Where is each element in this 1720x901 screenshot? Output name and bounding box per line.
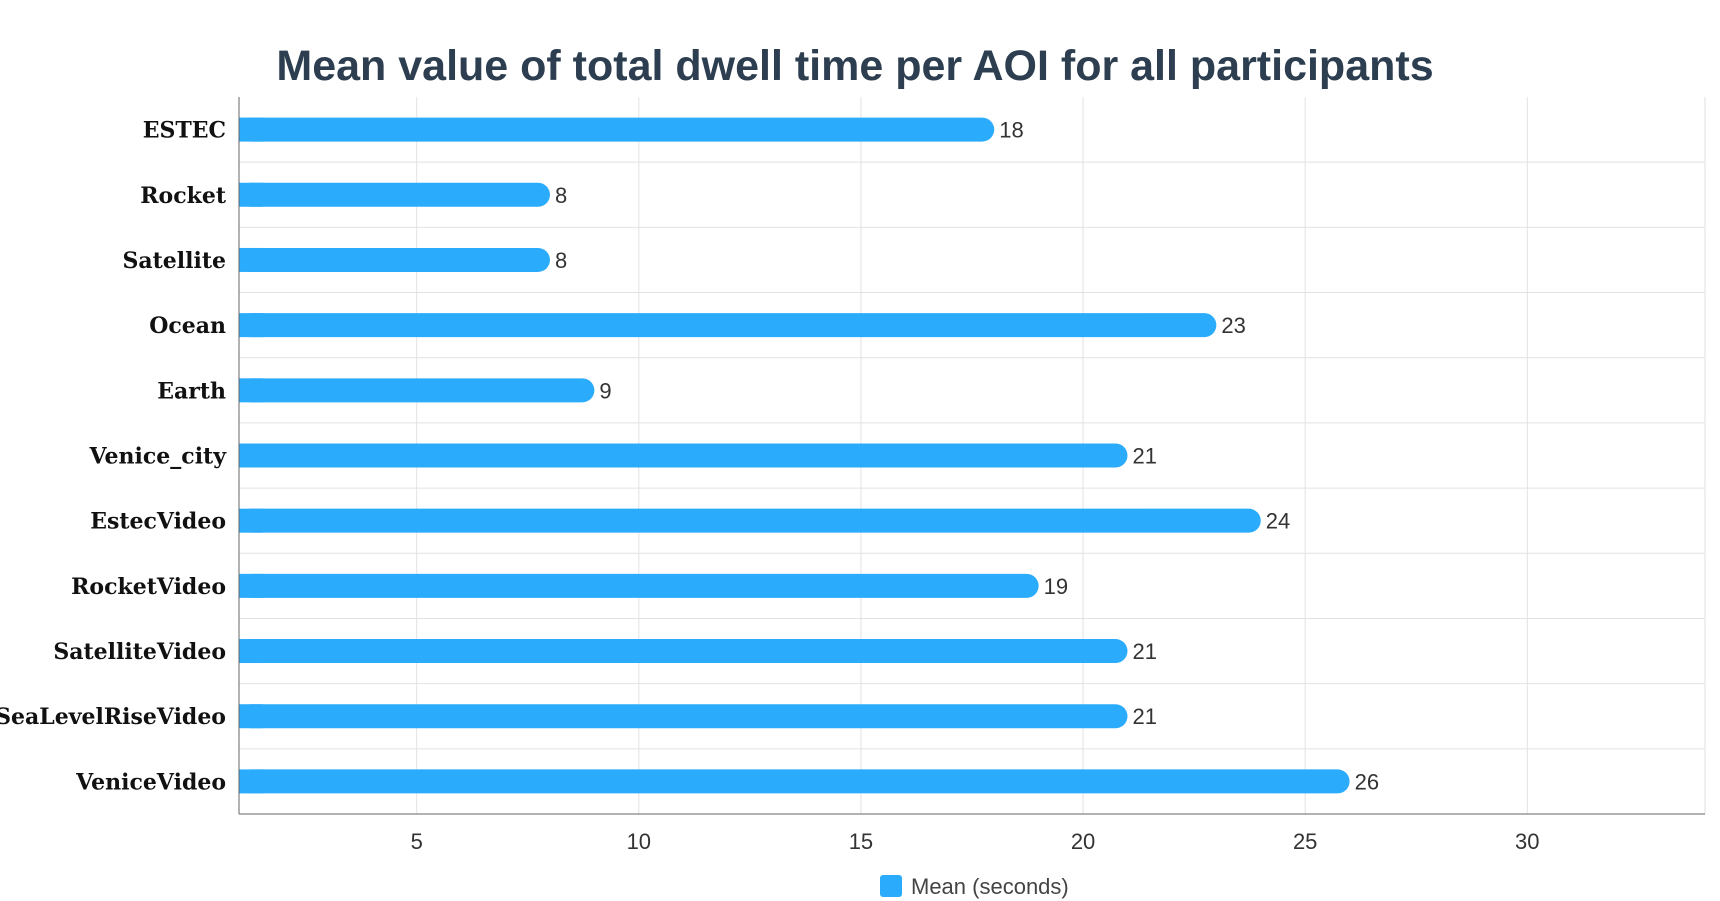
bar[interactable]	[239, 443, 1128, 468]
bar-left-cap	[239, 769, 263, 794]
category-label: VeniceVideo	[75, 769, 226, 795]
data-label: 24	[1266, 509, 1290, 534]
category-label: Earth	[157, 378, 226, 404]
bar[interactable]	[239, 313, 1217, 338]
bar-left-cap	[239, 182, 263, 207]
x-tick-label: 10	[627, 829, 651, 854]
category-label: EstecVideo	[90, 509, 226, 535]
bar-left-cap	[239, 443, 263, 468]
legend[interactable]: Mean (seconds)	[880, 874, 1069, 899]
category-label: Rocket	[140, 183, 227, 209]
bar[interactable]	[239, 247, 550, 272]
bar-left-cap	[239, 704, 263, 729]
bar-left-cap	[239, 378, 263, 403]
bar[interactable]	[239, 704, 1128, 729]
bar-left-cap	[239, 117, 263, 142]
data-label: 18	[999, 118, 1023, 143]
category-label: SeaLevelRiseVideo	[0, 704, 226, 730]
x-tick-label: 25	[1293, 829, 1317, 854]
bar[interactable]	[239, 639, 1128, 664]
data-label: 8	[555, 183, 567, 208]
category-label: RocketVideo	[71, 574, 226, 600]
data-label: 9	[599, 378, 611, 403]
category-label: Ocean	[149, 313, 226, 339]
data-label: 21	[1132, 639, 1156, 664]
bar-left-cap	[239, 508, 263, 533]
data-label: 8	[555, 248, 567, 273]
chart-title: Mean value of total dwell time per AOI f…	[276, 42, 1433, 90]
x-tick-label: 15	[849, 829, 873, 854]
bar[interactable]	[239, 769, 1350, 794]
grid	[239, 97, 1706, 814]
data-label: 21	[1132, 704, 1156, 729]
bar[interactable]	[239, 182, 550, 207]
bar-left-cap	[239, 247, 263, 272]
category-label: Satellite	[122, 248, 226, 274]
data-label: 26	[1355, 769, 1379, 794]
bar-left-cap	[239, 573, 263, 598]
data-label: 21	[1132, 444, 1156, 469]
data-label: 19	[1044, 574, 1068, 599]
category-label: Venice_city	[89, 444, 228, 470]
labels: 5 10 15 20 25 30 ESTEC 18 Rocket 8 Satellite 8 Ocean…	[0, 118, 1540, 854]
x-tick-label: 5	[411, 829, 423, 854]
bar[interactable]	[239, 378, 595, 403]
data-label: 23	[1221, 313, 1245, 338]
bar[interactable]	[239, 117, 995, 142]
bar-left-cap	[239, 639, 263, 664]
category-label: SatelliteVideo	[53, 639, 226, 665]
x-tick-label: 30	[1515, 829, 1539, 854]
legend-label[interactable]: Mean (seconds)	[911, 874, 1069, 899]
bars	[239, 117, 1350, 794]
bar[interactable]	[239, 508, 1261, 533]
category-label: ESTEC	[143, 118, 226, 144]
bar-left-cap	[239, 313, 263, 338]
legend-swatch[interactable]	[880, 875, 902, 897]
bar[interactable]	[239, 573, 1039, 598]
x-tick-label: 20	[1071, 829, 1095, 854]
